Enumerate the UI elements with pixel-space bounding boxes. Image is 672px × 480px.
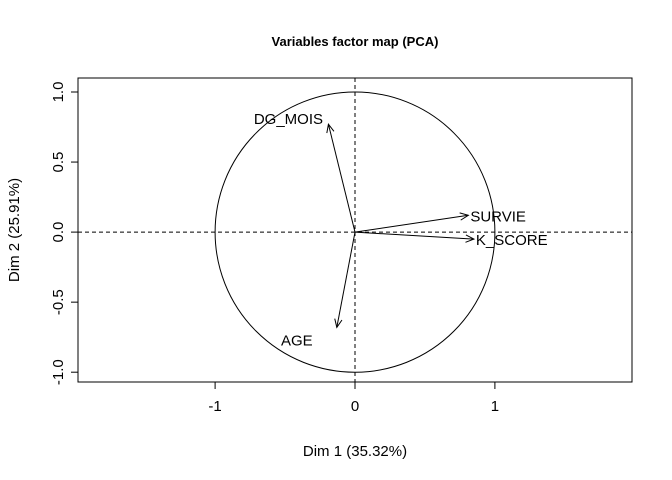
x-axis-label: Dim 1 (35.32%) [303,443,407,460]
variable-label: SURVIE [470,208,526,225]
y-tick-label: -1.0 [50,359,67,385]
y-tick-label: -0.5 [50,289,67,315]
x-tick-label: 0 [351,398,359,415]
variable-arrow-head [465,234,476,243]
y-tick-label: 0.0 [50,222,67,243]
variable-label: K_SCORE [476,232,548,249]
chart-title: Variables factor map (PCA) [272,34,439,49]
y-axis: -1.0 -0.5 0.0 0.5 1.0 [50,82,78,385]
x-tick-label: -1 [208,398,221,415]
variable-label: DG_MOIS [254,111,323,128]
variable-dg-mois: DG_MOIS [254,111,356,233]
variable-arrows: DG_MOIS SURVIE K_SCORE AGE [254,111,548,349]
variable-arrow-head [326,123,335,134]
variable-arrow-shaft [327,124,356,233]
x-axis: -1 0 1 [208,382,499,415]
x-tick-label: 1 [491,398,499,415]
variable-survie: SURVIE [354,208,526,233]
variable-label: AGE [281,332,313,349]
variable-arrow-shaft [354,214,469,233]
variable-arrow-shaft [336,232,356,328]
variable-arrow-head [334,318,343,329]
correlation-circle [214,91,496,373]
variable-arrow-head [459,212,470,221]
y-tick-label: 0.5 [50,152,67,173]
variable-age: AGE [281,232,356,349]
y-tick-label: 1.0 [50,82,67,103]
variable-arrow-shaft [354,231,474,240]
variable-k-score: K_SCORE [354,231,548,249]
y-axis-label: Dim 2 (25.91%) [6,178,23,282]
